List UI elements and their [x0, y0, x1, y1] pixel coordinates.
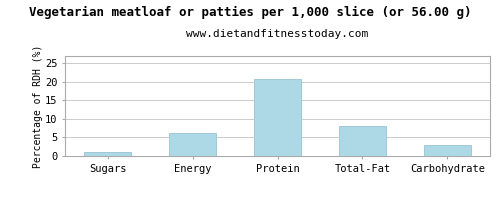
Bar — [169, 133, 216, 156]
Bar — [84, 152, 131, 156]
Bar — [254, 79, 301, 156]
Bar — [339, 126, 386, 156]
Text: Vegetarian meatloaf or patties per 1,000 slice (or 56.00 g): Vegetarian meatloaf or patties per 1,000… — [29, 6, 471, 19]
Bar — [424, 145, 470, 156]
Y-axis label: Percentage of RDH (%): Percentage of RDH (%) — [34, 44, 43, 168]
Title: www.dietandfitnesstoday.com: www.dietandfitnesstoday.com — [186, 29, 368, 39]
